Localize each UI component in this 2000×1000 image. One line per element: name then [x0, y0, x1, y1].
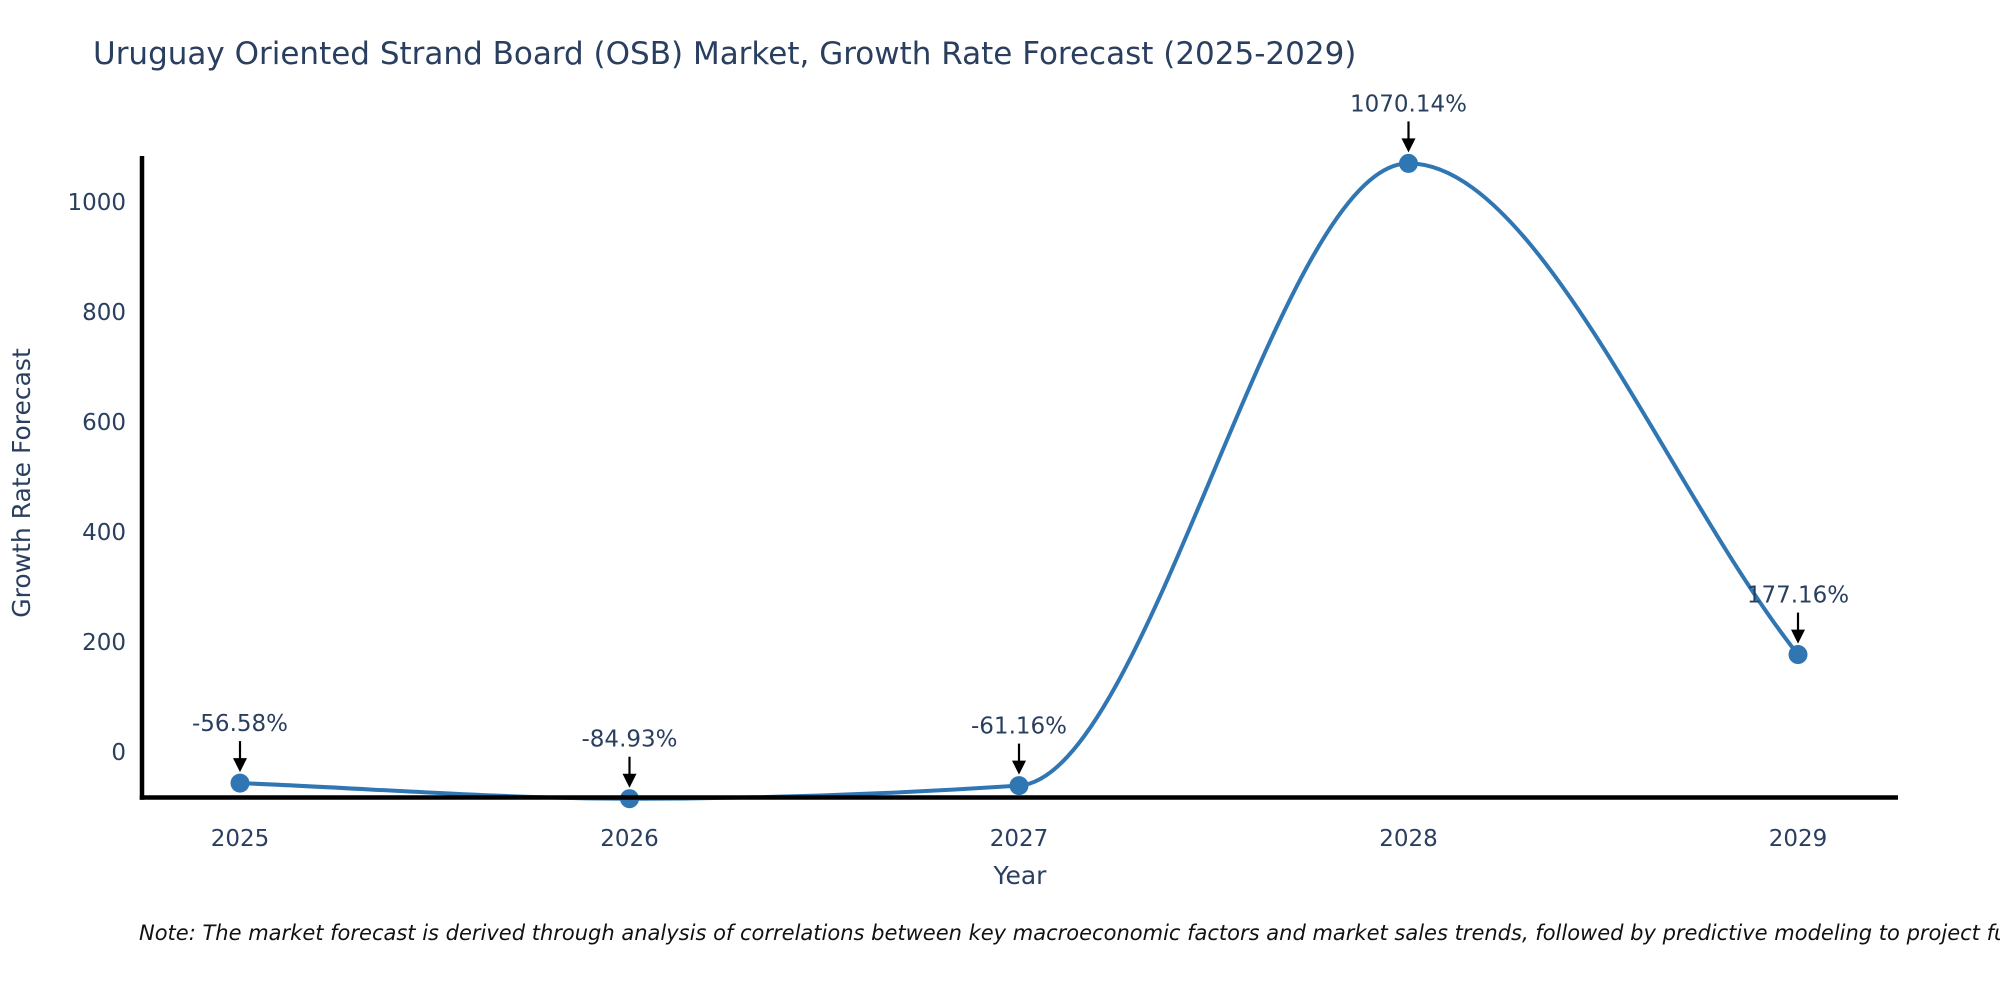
point-annotation: -61.16%	[971, 714, 1067, 740]
chart-title: Uruguay Oriented Strand Board (OSB) Mark…	[93, 36, 1356, 72]
data-point[interactable]	[1788, 645, 1808, 665]
point-annotation: 1070.14%	[1350, 91, 1467, 117]
forecast-curve	[239, 161, 1800, 801]
annotation-arrowhead-icon	[1401, 138, 1416, 153]
y-tick-label: 400	[82, 520, 126, 546]
point-annotation: -56.58%	[192, 711, 288, 737]
data-point[interactable]	[230, 773, 250, 793]
annotation-arrowhead-icon	[622, 773, 637, 788]
axis-ticks: 0 200 400 600 800 1000 2025 2026 2027 2028 2029	[67, 190, 1827, 852]
x-tick-label: 2028	[1379, 826, 1438, 852]
data-point[interactable]	[1009, 776, 1029, 796]
x-tick-label: 2027	[990, 826, 1049, 852]
note-text: Note: The market forecast is derived thr…	[139, 921, 2000, 945]
x-tick-label: 2025	[211, 826, 270, 852]
annotation-arrowhead-icon	[233, 758, 247, 773]
x-tick-label: 2026	[600, 826, 659, 852]
y-tick-label: 600	[82, 410, 126, 436]
x-axis-title: Year	[993, 861, 1048, 890]
annotation-arrowhead-icon	[1012, 760, 1026, 775]
y-tick-label: 1000	[67, 190, 126, 216]
x-tick-label: 2029	[1769, 826, 1828, 852]
point-annotation: 177.16%	[1747, 583, 1849, 609]
annotation-arrowhead-icon	[1791, 629, 1805, 644]
y-tick-label: 200	[82, 630, 126, 656]
data-point[interactable]	[1399, 153, 1418, 173]
y-tick-label: 0	[111, 740, 126, 766]
forecast-series	[230, 153, 1808, 809]
point-annotation: -84.93%	[582, 727, 678, 753]
y-tick-label: 800	[82, 300, 126, 326]
point-annotations: -56.58% -84.93% -61.16% 1070.14% 177.16%	[192, 91, 1849, 788]
y-axis-title: Growth Rate Forecast	[7, 348, 36, 618]
